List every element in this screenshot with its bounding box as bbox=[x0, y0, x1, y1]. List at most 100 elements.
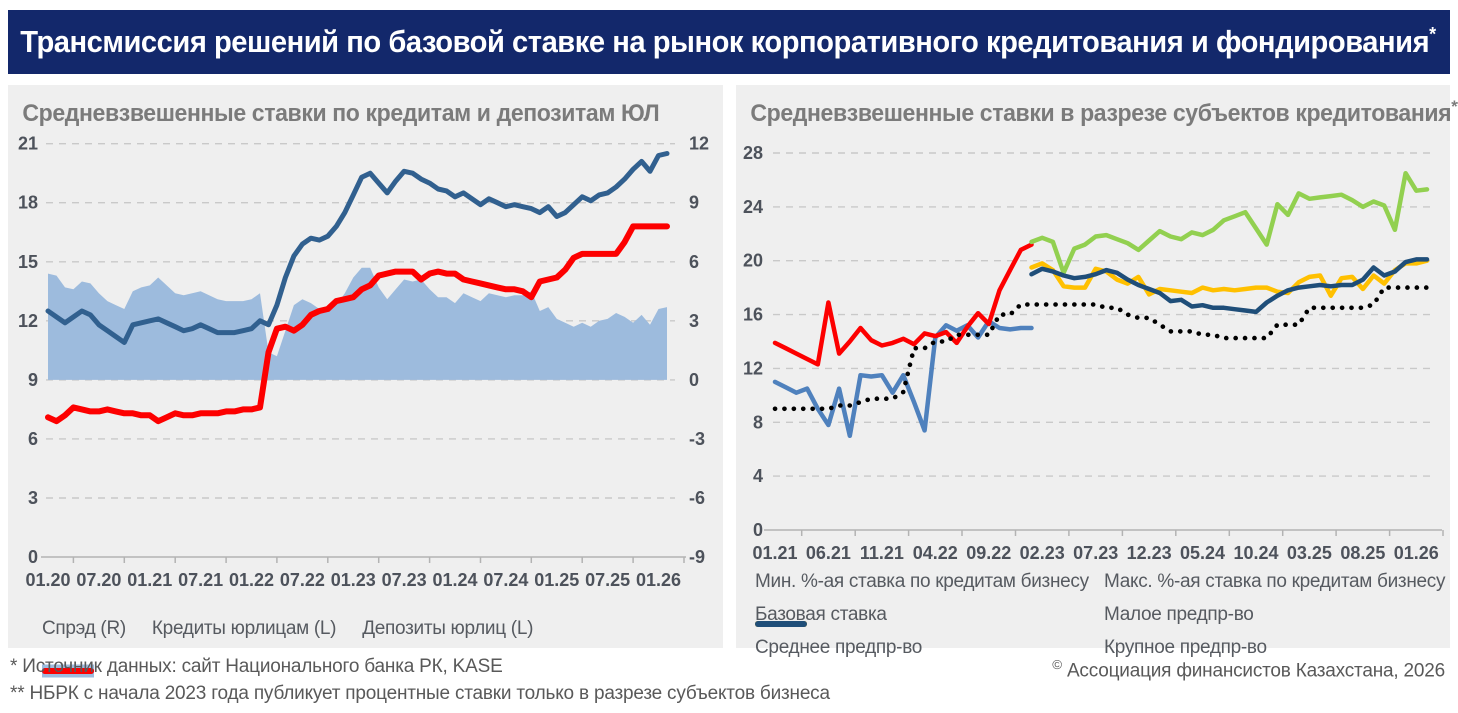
large-business-swatch bbox=[755, 621, 807, 627]
svg-text:01.25: 01.25 bbox=[534, 570, 579, 590]
legend-label-medium-business: Среднее предпр-во bbox=[755, 637, 923, 658]
legend-item-min-rate: Мин. %-ая ставка по кредитам бизнесу bbox=[755, 571, 1104, 627]
svg-text:20: 20 bbox=[743, 251, 763, 271]
left-chart-title-text: Средневзвешенные ставки по кредитам и де… bbox=[22, 100, 660, 127]
copyright-symbol: © bbox=[1052, 657, 1062, 672]
legend-item-small-business: Малое предпр-во bbox=[755, 604, 1445, 627]
svg-text:3: 3 bbox=[28, 488, 38, 508]
footnote-2: ** НБРК с начала 2023 года публикует про… bbox=[10, 683, 830, 704]
series-spread bbox=[48, 267, 667, 380]
legend-item-deposits: Депозиты юрлиц (L) bbox=[42, 618, 534, 674]
svg-text:-3: -3 bbox=[689, 429, 705, 449]
by-subject-chart: 0 4 8 12 16 20 24 28 01.21 06.21 11.21 04.22 09.22 02… bbox=[743, 143, 1444, 563]
footnote-1: * Источник данных: сайт Национального ба… bbox=[10, 656, 503, 677]
legend-item-spread: Спрэд (R) bbox=[42, 618, 126, 678]
svg-text:12: 12 bbox=[18, 311, 38, 331]
svg-text:01.21: 01.21 bbox=[127, 570, 172, 590]
svg-text:07.23: 07.23 bbox=[382, 570, 427, 590]
svg-text:07.24: 07.24 bbox=[483, 570, 528, 590]
svg-text:3: 3 bbox=[689, 311, 699, 331]
series-base-rate bbox=[772, 285, 1430, 412]
deposits-swatch bbox=[42, 668, 94, 674]
left-chart-legend: Спрэд (R) Кредиты юрлицам (L) Депозиты юрл… bbox=[42, 618, 534, 678]
series-large-business bbox=[1029, 257, 1430, 315]
legend-label-loans: Кредиты юрлицам (L) bbox=[151, 618, 337, 639]
svg-text:08.25: 08.25 bbox=[1340, 543, 1385, 563]
main-title-bar: Трансмиссия решений по базовой ставке на… bbox=[8, 10, 1450, 74]
svg-text:07.23: 07.23 bbox=[1073, 543, 1118, 563]
svg-text:02.23: 02.23 bbox=[1020, 543, 1065, 563]
svg-text:11.21: 11.21 bbox=[860, 543, 904, 563]
svg-text:01.20: 01.20 bbox=[25, 570, 70, 590]
page-title-text: Трансмиссия решений по базовой ставке на… bbox=[20, 24, 1430, 59]
x-axis bbox=[764, 529, 1444, 536]
x-axis bbox=[41, 556, 686, 563]
y-axis-labels: 0 4 8 12 16 20 24 28 bbox=[743, 143, 763, 540]
svg-text:01.26: 01.26 bbox=[1394, 543, 1439, 563]
svg-text:05.24: 05.24 bbox=[1180, 543, 1225, 563]
svg-text:01.21: 01.21 bbox=[752, 543, 797, 563]
gridlines bbox=[773, 152, 1435, 477]
svg-text:4: 4 bbox=[753, 466, 763, 486]
svg-text:9: 9 bbox=[28, 370, 38, 390]
svg-text:6: 6 bbox=[28, 429, 38, 449]
x-axis-labels: 01.20 07.20 01.21 07.21 01.22 07.22 01.23 07.23… bbox=[25, 570, 681, 590]
svg-text:07.21: 07.21 bbox=[178, 570, 223, 590]
svg-text:07.22: 07.22 bbox=[280, 570, 325, 590]
page-title-footnote-marker: * bbox=[1429, 24, 1436, 46]
svg-text:28: 28 bbox=[743, 143, 763, 163]
series-medium-business bbox=[1029, 258, 1430, 298]
svg-text:0: 0 bbox=[689, 370, 699, 390]
x-axis-labels: 01.21 06.21 11.21 04.22 09.22 02.23 07.23 12.23… bbox=[752, 543, 1438, 563]
legend-label-small-business: Малое предпр-во bbox=[1104, 604, 1254, 625]
svg-text:01.23: 01.23 bbox=[331, 570, 376, 590]
right-chart-title-text: Средневзвешенные ставки в разрезе субъек… bbox=[750, 100, 1452, 127]
legend-label-max-rate: Макс. %-ая ставка по кредитам бизнесу bbox=[1104, 571, 1446, 592]
right-chart-title-marker: ** bbox=[1451, 97, 1458, 116]
svg-text:21: 21 bbox=[18, 134, 38, 154]
svg-text:15: 15 bbox=[18, 252, 38, 272]
right-chart-legend: Мин. %-ая ставка по кредитам бизнесу Макс… bbox=[755, 571, 1446, 659]
series-max-rate bbox=[772, 242, 1034, 367]
legend-label-deposits: Депозиты юрлиц (L) bbox=[362, 618, 534, 639]
y-axis-labels: 0 -9 3 -6 6 -3 9 0 12 3 15 6 18 9 21 12 bbox=[18, 134, 709, 567]
svg-text:10.24: 10.24 bbox=[1233, 543, 1278, 563]
svg-text:03.25: 03.25 bbox=[1287, 543, 1332, 563]
svg-text:0: 0 bbox=[753, 520, 763, 540]
legend-label-large-business: Крупное предпр-во bbox=[1104, 637, 1267, 658]
svg-text:12: 12 bbox=[689, 134, 709, 154]
svg-text:9: 9 bbox=[689, 193, 699, 213]
series-deposits bbox=[45, 223, 670, 425]
footnotes: * Источник данных: сайт Национального ба… bbox=[10, 653, 830, 707]
svg-text:04.22: 04.22 bbox=[913, 543, 958, 563]
svg-text:06.21: 06.21 bbox=[806, 543, 851, 563]
svg-text:12.23: 12.23 bbox=[1127, 543, 1172, 563]
legend-label-spread: Спрэд (R) bbox=[42, 618, 126, 639]
panel-by-subject: Средневзвешенные ставки в разрезе субъек… bbox=[736, 85, 1458, 658]
copyright-text: Ассоциация финансистов Казахстана, 2026 bbox=[1066, 660, 1445, 682]
right-chart-title: Средневзвешенные ставки в разрезе субъек… bbox=[736, 85, 1458, 128]
page-title: Трансмиссия решений по базовой ставке на… bbox=[8, 24, 1436, 60]
svg-text:07.20: 07.20 bbox=[76, 570, 121, 590]
svg-text:-6: -6 bbox=[689, 488, 705, 508]
svg-text:16: 16 bbox=[743, 305, 763, 325]
series-small-business bbox=[1029, 170, 1430, 276]
legend-item-large-business: Крупное предпр-во bbox=[755, 621, 1445, 659]
legend-item-max-rate: Макс. %-ая ставка по кредитам бизнесу bbox=[755, 571, 1446, 627]
legend-item-base-rate: Базовая ставка bbox=[755, 604, 1104, 627]
svg-text:01.22: 01.22 bbox=[229, 570, 274, 590]
svg-text:8: 8 bbox=[753, 412, 763, 432]
panel-loans-deposits: Средневзвешенные ставки по кредитам и де… bbox=[8, 85, 723, 678]
legend-item-loans: Кредиты юрлицам (L) bbox=[42, 618, 337, 674]
svg-text:6: 6 bbox=[689, 252, 699, 272]
svg-text:01.24: 01.24 bbox=[432, 570, 477, 590]
legend-label-min-rate: Мин. %-ая ставка по кредитам бизнесу bbox=[755, 571, 1089, 592]
svg-text:12: 12 bbox=[743, 358, 763, 378]
svg-text:-9: -9 bbox=[689, 547, 705, 567]
copyright: © Ассоциация финансистов Казахстана, 202… bbox=[1052, 657, 1445, 682]
svg-text:24: 24 bbox=[743, 197, 763, 217]
svg-text:07.25: 07.25 bbox=[585, 570, 630, 590]
svg-text:18: 18 bbox=[18, 193, 38, 213]
